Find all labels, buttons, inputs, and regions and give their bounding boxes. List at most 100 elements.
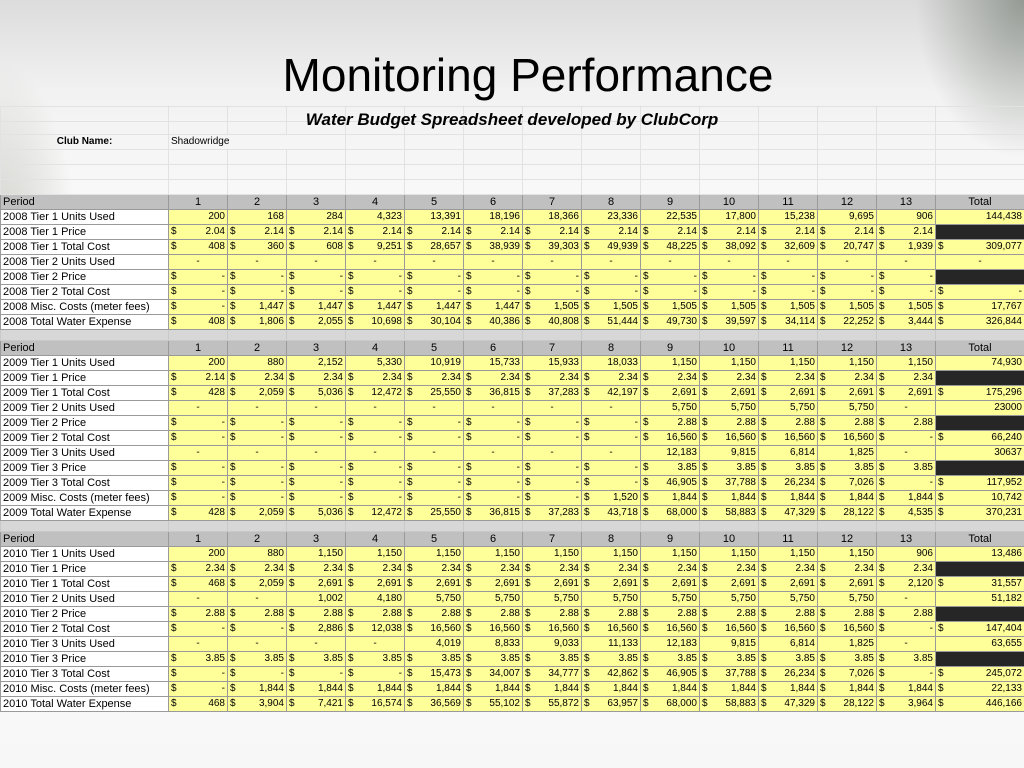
blank-cell <box>935 149 1024 165</box>
cell-value: 1,520 <box>612 492 638 503</box>
blank-cell <box>935 179 1024 195</box>
data-cell: $ - <box>699 269 759 285</box>
row-label: 2008 Tier 2 Units Used <box>0 254 169 270</box>
data-row: 2010 Tier 1 Total Cost $468 $2,059 $2,691 $2… <box>0 576 1024 592</box>
cell-value: 3.85 <box>677 462 697 473</box>
data-cell: $2.88 <box>227 606 287 622</box>
cell-value: 51,444 <box>607 316 638 327</box>
data-cell: $5,036 <box>286 385 346 401</box>
data-cell: $20,747 <box>817 239 877 255</box>
cell-value: - <box>457 417 461 428</box>
data-cell: - <box>404 254 464 270</box>
data-cell: - <box>522 254 582 270</box>
currency-symbol: $ <box>466 623 472 634</box>
currency-symbol: $ <box>466 226 472 237</box>
cell-value: - <box>634 271 638 282</box>
currency-symbol: $ <box>230 387 236 398</box>
currency-symbol: $ <box>938 507 944 518</box>
currency-symbol: $ <box>643 226 649 237</box>
cell-value: 42,197 <box>607 387 638 398</box>
data-cell: $608 <box>286 239 346 255</box>
total-cell: $31,557 <box>935 576 1024 592</box>
data-cell: $16,560 <box>463 621 523 637</box>
data-cell: $2,691 <box>876 385 936 401</box>
data-cell: $1,844 <box>876 490 936 506</box>
cell-value: 1,447 <box>258 301 284 312</box>
blank-cell <box>168 164 228 180</box>
cell-value: 2.34 <box>618 372 638 383</box>
data-cell: - <box>876 445 936 461</box>
period-header-8: 8 <box>581 194 641 210</box>
data-cell: $2.88 <box>463 606 523 622</box>
data-cell: $1,844 <box>758 681 818 697</box>
currency-symbol: $ <box>466 653 472 664</box>
currency-symbol: $ <box>702 698 708 709</box>
data-cell: - <box>758 254 818 270</box>
data-cell: $1,844 <box>463 681 523 697</box>
period-header-9: 9 <box>640 531 700 547</box>
data-cell: $ - <box>404 475 464 491</box>
data-cell: 200 <box>168 546 228 562</box>
cell-value: 2.34 <box>677 372 697 383</box>
period-header-10: 10 <box>699 194 759 210</box>
blank-cell <box>876 149 936 165</box>
data-cell: - <box>581 400 641 416</box>
data-cell: $ - <box>345 269 405 285</box>
cell-value: 245,072 <box>985 668 1022 679</box>
period-header-7: 7 <box>522 531 582 547</box>
cell-value: 28,657 <box>430 241 461 252</box>
cell-value: - <box>398 462 402 473</box>
cell-value: 2,691 <box>789 387 815 398</box>
cell-value: 2.14 <box>913 226 933 237</box>
data-cell: $3.85 <box>640 651 700 667</box>
cell-value: - <box>221 432 225 443</box>
data-cell: $ - <box>876 621 936 637</box>
data-cell: $ - <box>463 430 523 446</box>
currency-symbol: $ <box>702 623 708 634</box>
data-cell: $2.34 <box>699 561 759 577</box>
data-cell: - <box>640 254 700 270</box>
cell-value: 2.14 <box>500 226 520 237</box>
data-cell: - <box>876 400 936 416</box>
cell-value: 2,059 <box>258 387 284 398</box>
data-cell: $ - <box>227 284 287 300</box>
currency-symbol: $ <box>348 507 354 518</box>
cell-value: 428 <box>208 507 225 518</box>
currency-symbol: $ <box>466 271 472 282</box>
data-cell: $2.88 <box>522 606 582 622</box>
currency-symbol: $ <box>525 492 531 503</box>
row-label: 2008 Tier 1 Units Used <box>0 209 169 225</box>
separator-cell <box>404 520 464 532</box>
cell-value: 1,447 <box>376 301 402 312</box>
cell-value: 2.34 <box>795 372 815 383</box>
data-cell: $ - <box>876 269 936 285</box>
period-header-7: 7 <box>522 194 582 210</box>
currency-symbol: $ <box>643 432 649 443</box>
cell-value: 2.34 <box>500 372 520 383</box>
cell-value: 2.88 <box>854 608 874 619</box>
data-cell: $1,505 <box>817 299 877 315</box>
currency-symbol: $ <box>230 316 236 327</box>
cell-value: 2.88 <box>500 608 520 619</box>
currency-symbol: $ <box>407 462 413 473</box>
cell-value: 2.88 <box>618 608 638 619</box>
data-cell: $2.88 <box>168 606 228 622</box>
data-cell: - <box>522 400 582 416</box>
currency-symbol: $ <box>702 507 708 518</box>
currency-symbol: $ <box>761 507 767 518</box>
currency-symbol: $ <box>348 477 354 488</box>
data-row: 2009 Tier 3 Price $ - $ - $ - $ - $ - $ - $ - $ - $3.85 $3… <box>0 460 1024 476</box>
cell-value: 309,077 <box>985 241 1022 252</box>
currency-symbol: $ <box>407 507 413 518</box>
data-cell: $28,657 <box>404 239 464 255</box>
separator-cell <box>463 329 523 341</box>
cell-value: 58,883 <box>725 698 756 709</box>
data-cell: 1,150 <box>699 355 759 371</box>
cell-value: 2.34 <box>736 563 756 574</box>
data-cell: $3.85 <box>168 651 228 667</box>
blank-cell <box>817 164 877 180</box>
data-cell: $2.14 <box>758 224 818 240</box>
data-cell: $3.85 <box>876 460 936 476</box>
data-cell: $1,505 <box>758 299 818 315</box>
currency-symbol: $ <box>348 578 354 589</box>
